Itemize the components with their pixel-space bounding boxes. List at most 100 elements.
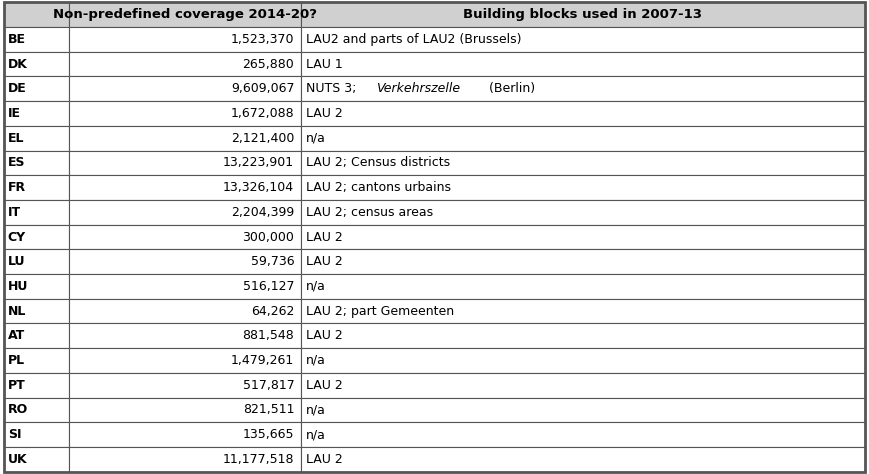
Bar	[302, 2, 865, 27]
Bar	[302, 126, 865, 151]
Bar	[69, 422, 302, 447]
Text: CY: CY	[8, 230, 26, 244]
Text: LAU 2; Census districts: LAU 2; Census districts	[306, 156, 450, 169]
Text: 59,736: 59,736	[250, 255, 295, 268]
Text: 2,204,399: 2,204,399	[231, 206, 295, 219]
Text: LAU 2: LAU 2	[306, 329, 343, 342]
Text: LU: LU	[8, 255, 25, 268]
Bar	[69, 323, 302, 348]
Bar	[69, 52, 302, 76]
Bar	[4, 274, 69, 299]
Text: LAU 2: LAU 2	[306, 453, 343, 466]
Bar	[4, 422, 69, 447]
Text: 821,511: 821,511	[242, 403, 295, 416]
Bar	[302, 398, 865, 422]
Text: n/a: n/a	[306, 132, 326, 145]
Bar	[69, 225, 302, 249]
Bar	[302, 447, 865, 472]
Bar	[69, 447, 302, 472]
Bar	[4, 101, 69, 126]
Text: RO: RO	[8, 403, 28, 416]
Text: Verkehrszelle: Verkehrszelle	[376, 82, 461, 95]
Bar	[4, 175, 69, 200]
Text: LAU 2: LAU 2	[306, 107, 343, 120]
Bar	[302, 274, 865, 299]
Text: NUTS 3;: NUTS 3;	[306, 82, 361, 95]
Text: 64,262: 64,262	[251, 305, 295, 318]
Bar	[302, 151, 865, 175]
Bar	[69, 76, 302, 101]
Bar	[69, 27, 302, 52]
Bar	[302, 225, 865, 249]
Bar	[302, 373, 865, 398]
Bar	[4, 151, 69, 175]
Text: (Berlin): (Berlin)	[485, 82, 535, 95]
Text: LAU2 and parts of LAU2 (Brussels): LAU2 and parts of LAU2 (Brussels)	[306, 33, 521, 46]
Bar	[69, 398, 302, 422]
Text: NL: NL	[8, 305, 26, 318]
Bar	[69, 274, 302, 299]
Bar	[302, 175, 865, 200]
Text: LAU 1: LAU 1	[306, 58, 343, 71]
Bar	[4, 373, 69, 398]
Bar	[69, 101, 302, 126]
Text: LAU 2; cantons urbains: LAU 2; cantons urbains	[306, 181, 451, 194]
Text: 517,817: 517,817	[242, 379, 295, 392]
Text: BE: BE	[8, 33, 26, 46]
Bar	[4, 76, 69, 101]
Text: 135,665: 135,665	[242, 428, 295, 441]
Text: IE: IE	[8, 107, 21, 120]
Bar	[4, 225, 69, 249]
Text: Building blocks used in 2007-13: Building blocks used in 2007-13	[463, 8, 702, 21]
Bar	[69, 299, 302, 323]
Bar	[4, 323, 69, 348]
Text: 1,479,261: 1,479,261	[231, 354, 295, 367]
Text: LAU 2: LAU 2	[306, 255, 343, 268]
Text: EL: EL	[8, 132, 24, 145]
Text: PT: PT	[8, 379, 25, 392]
Bar	[4, 447, 69, 472]
Text: n/a: n/a	[306, 428, 326, 441]
Bar	[69, 151, 302, 175]
Text: 1,523,370: 1,523,370	[231, 33, 295, 46]
Text: 881,548: 881,548	[242, 329, 295, 342]
Bar	[302, 299, 865, 323]
Bar	[4, 348, 69, 373]
Bar	[302, 323, 865, 348]
Bar	[4, 398, 69, 422]
Bar	[302, 348, 865, 373]
Bar	[69, 126, 302, 151]
Text: FR: FR	[8, 181, 26, 194]
Bar	[4, 52, 69, 76]
Bar	[302, 200, 865, 225]
Text: n/a: n/a	[306, 354, 326, 367]
Text: 516,127: 516,127	[242, 280, 295, 293]
Text: 13,326,104: 13,326,104	[223, 181, 295, 194]
Text: Non-predefined coverage 2014-20?: Non-predefined coverage 2014-20?	[53, 8, 317, 21]
Bar	[69, 200, 302, 225]
Bar	[69, 348, 302, 373]
Text: 2,121,400: 2,121,400	[231, 132, 295, 145]
Text: n/a: n/a	[306, 403, 326, 416]
Text: AT: AT	[8, 329, 25, 342]
Bar	[4, 299, 69, 323]
Bar	[69, 373, 302, 398]
Text: SI: SI	[8, 428, 21, 441]
Bar	[302, 422, 865, 447]
Text: 13,223,901: 13,223,901	[223, 156, 295, 169]
Text: DE: DE	[8, 82, 27, 95]
Text: 265,880: 265,880	[242, 58, 295, 71]
Bar	[4, 126, 69, 151]
Bar	[4, 249, 69, 274]
Text: 11,177,518: 11,177,518	[222, 453, 295, 466]
Bar	[302, 101, 865, 126]
Text: 9,609,067: 9,609,067	[231, 82, 295, 95]
Text: UK: UK	[8, 453, 28, 466]
Bar	[69, 249, 302, 274]
Text: PL: PL	[8, 354, 25, 367]
Text: ES: ES	[8, 156, 25, 169]
Bar	[302, 27, 865, 52]
Text: HU: HU	[8, 280, 28, 293]
Text: n/a: n/a	[306, 280, 326, 293]
Bar	[4, 27, 69, 52]
